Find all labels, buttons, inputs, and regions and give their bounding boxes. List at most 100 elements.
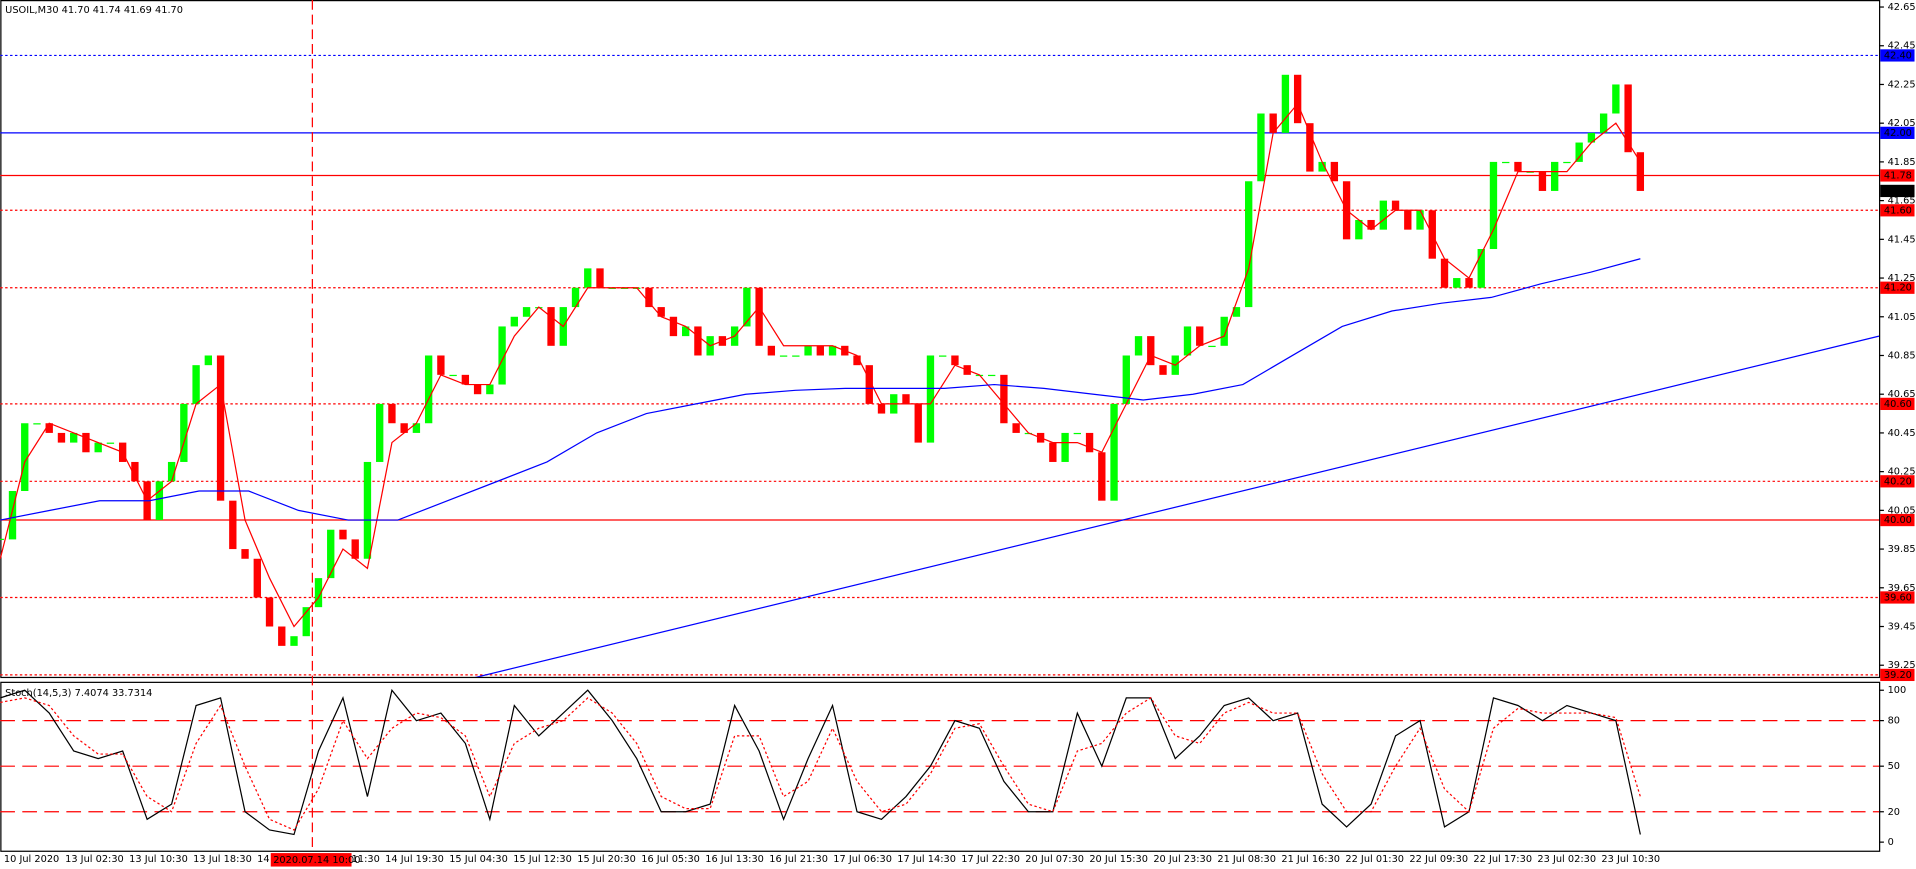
candle — [939, 355, 947, 357]
x-tick-label: 23 Jul 02:30 — [1537, 854, 1596, 865]
y-tick-label: 80 — [1888, 716, 1900, 727]
x-tick-label: 21 Jul 08:30 — [1217, 854, 1276, 865]
candle — [657, 307, 665, 317]
candle — [1575, 142, 1583, 162]
candle — [1306, 123, 1314, 172]
y-tick-label: 39.85 — [1888, 544, 1916, 555]
axes: 42.65 42.45 42.25 42.05 41.85 41.65 41.45 41.25… — [4, 2, 1916, 867]
candle — [1220, 316, 1228, 346]
candle — [1159, 365, 1167, 375]
candle — [1061, 432, 1069, 462]
x-tick-label: 17 Jul 14:30 — [897, 854, 956, 865]
y-tick-label: 41.85 — [1888, 157, 1916, 168]
y-tick-label: 41.45 — [1888, 234, 1916, 245]
x-tick-label: 15 Jul 04:30 — [449, 854, 508, 865]
moving-average — [0, 102, 1641, 628]
candle — [669, 316, 678, 337]
y-tick-label: 50 — [1888, 761, 1900, 772]
candle — [853, 355, 861, 366]
candle — [45, 423, 53, 433]
candle — [339, 529, 347, 540]
candle — [290, 636, 298, 646]
candle — [1196, 326, 1204, 346]
candle — [1391, 200, 1400, 211]
stoch-line — [0, 697, 1641, 831]
candle — [1232, 307, 1241, 317]
candle — [33, 423, 41, 425]
candle — [327, 529, 335, 579]
candle — [412, 423, 421, 433]
x-tick-label: 21 Jul 16:30 — [1281, 854, 1340, 865]
y-tick-label: 0 — [1888, 837, 1894, 848]
candle — [70, 432, 78, 443]
candle — [1330, 161, 1339, 182]
price-tag — [1880, 49, 1915, 62]
cursor-tag — [270, 853, 352, 867]
candle — [877, 403, 886, 414]
candle — [1355, 219, 1363, 240]
x-tick-label: 23 Jul 10:30 — [1601, 854, 1660, 865]
x-tick-label: 22 Jul 01:30 — [1345, 854, 1404, 865]
candle — [363, 461, 372, 559]
candle — [1012, 423, 1020, 433]
candle — [1563, 161, 1571, 164]
candle — [1538, 171, 1547, 191]
y-tick-label: 41.25 — [1888, 273, 1916, 284]
candle — [1293, 74, 1302, 124]
candle — [1000, 374, 1008, 424]
x-tick-label: 17 Jul 22:30 — [961, 854, 1020, 865]
candle — [424, 355, 433, 424]
y-tick-label: 42.25 — [1888, 79, 1916, 90]
candle — [779, 355, 788, 357]
candle — [241, 549, 249, 559]
candle — [388, 403, 396, 424]
candle — [461, 374, 470, 385]
candle — [1134, 336, 1143, 356]
price-tag-label: 42.40 — [1884, 50, 1912, 61]
y-tick-label: 42.05 — [1888, 118, 1916, 129]
price-tag-label: 41.78 — [1884, 170, 1912, 181]
x-tick-label: 20 Jul 15:30 — [1089, 854, 1148, 865]
price-tag-label: 41.60 — [1884, 205, 1912, 216]
price-tag-label: 40.20 — [1884, 476, 1912, 487]
candle — [1085, 432, 1094, 453]
candle — [1624, 84, 1632, 153]
moving-average — [0, 258, 1641, 521]
candle — [437, 355, 445, 375]
candle — [914, 403, 922, 443]
chart-title: USOIL,M30 41.70 41.74 41.69 41.70 — [5, 5, 183, 16]
price-tag — [1880, 513, 1915, 527]
candle — [926, 355, 935, 443]
x-tick-label: 17 Jul 06:30 — [833, 854, 892, 865]
price-tag — [1880, 281, 1915, 294]
candle — [767, 345, 776, 356]
candle — [1416, 210, 1424, 230]
candle — [547, 307, 555, 346]
candle — [1636, 152, 1645, 191]
candle — [167, 461, 176, 482]
candle — [865, 365, 873, 404]
x-tick-label: 10 Jul 2020 — [4, 854, 59, 865]
x-tick-label: 22 Jul 09:30 — [1409, 854, 1468, 865]
candle — [987, 374, 996, 377]
price-tag-label: 41.70 — [1884, 186, 1912, 197]
candle — [1269, 113, 1277, 133]
price-tag — [1880, 668, 1915, 682]
candle — [1551, 161, 1559, 191]
candle — [449, 374, 457, 377]
candle — [0, 538, 4, 541]
price-panel-border — [0, 0, 1881, 679]
price-tag — [1880, 184, 1915, 198]
candle — [265, 597, 274, 627]
trend-line — [475, 335, 1880, 677]
candle — [302, 607, 310, 637]
candle — [314, 578, 323, 608]
candle — [229, 500, 237, 550]
candle — [1440, 258, 1449, 288]
candle — [192, 365, 200, 404]
candle — [1587, 132, 1596, 143]
candle — [106, 442, 115, 444]
candle — [473, 384, 482, 395]
x-tick-label: 20 Jul 07:30 — [1025, 854, 1084, 865]
